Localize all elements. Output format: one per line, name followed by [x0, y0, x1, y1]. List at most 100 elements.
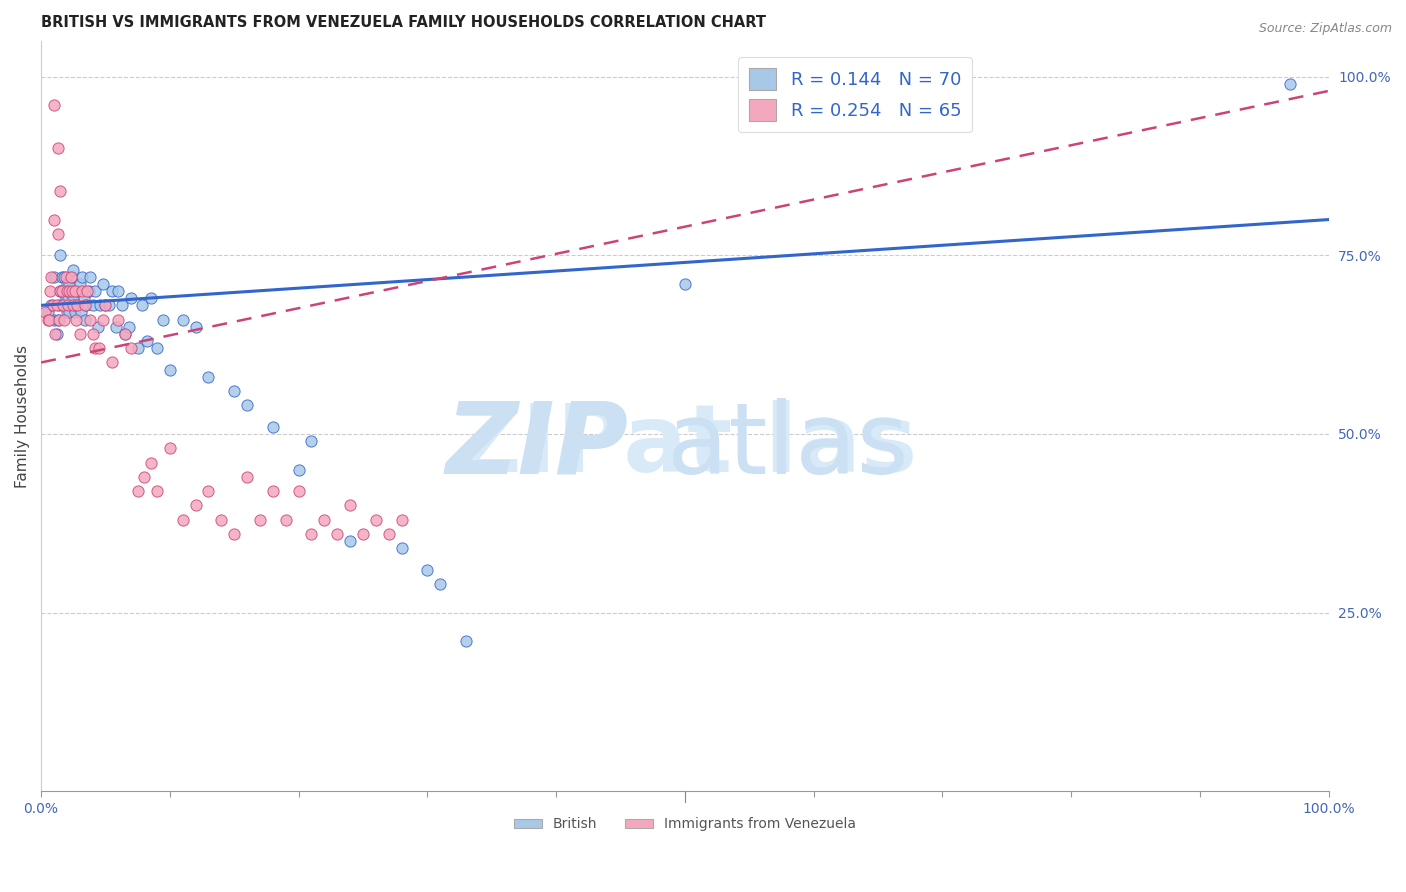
Text: ZIPat las: ZIPat las: [453, 401, 917, 492]
Point: [84, 284, 107, 298]
Point: [339, 499, 361, 513]
Point: [236, 398, 259, 412]
Point: [262, 484, 284, 499]
Point: [56, 305, 79, 319]
Point: [42, 98, 65, 112]
Point: [314, 513, 336, 527]
Text: ZIP: ZIP: [446, 398, 628, 494]
Point: [107, 312, 129, 326]
Text: atlas: atlas: [666, 398, 908, 494]
Point: [42, 312, 65, 326]
Point: [75, 298, 97, 312]
Point: [55, 291, 77, 305]
Point: [66, 298, 89, 312]
Point: [44, 326, 66, 341]
Point: [429, 577, 451, 591]
Point: [52, 298, 75, 312]
Point: [91, 312, 114, 326]
Point: [76, 284, 98, 298]
Point: [224, 384, 246, 398]
Point: [197, 369, 219, 384]
Point: [184, 499, 207, 513]
Point: [72, 291, 94, 305]
Point: [94, 298, 117, 312]
Point: [114, 326, 136, 341]
Point: [127, 341, 149, 355]
Point: [454, 634, 477, 648]
Point: [39, 284, 62, 298]
Point: [51, 284, 73, 298]
Point: [49, 284, 72, 298]
Point: [41, 298, 63, 312]
Point: [73, 312, 96, 326]
Point: [159, 442, 181, 456]
Point: [46, 227, 69, 241]
Point: [91, 277, 114, 291]
Point: [159, 362, 181, 376]
Point: [287, 484, 309, 499]
Point: [84, 341, 107, 355]
Point: [53, 312, 76, 326]
Point: [60, 269, 83, 284]
Point: [69, 326, 91, 341]
Point: [63, 305, 86, 319]
Point: [79, 312, 101, 326]
Point: [70, 305, 93, 319]
Point: [172, 312, 194, 326]
Point: [416, 563, 439, 577]
Point: [87, 341, 110, 355]
Point: [139, 456, 162, 470]
Point: [352, 527, 374, 541]
Point: [377, 527, 399, 541]
Point: [45, 298, 67, 312]
Point: [55, 269, 77, 284]
Point: [262, 419, 284, 434]
Legend: British, Immigrants from Venezuela: British, Immigrants from Venezuela: [509, 812, 862, 837]
Point: [172, 513, 194, 527]
Point: [52, 298, 75, 312]
Point: [326, 527, 349, 541]
Point: [127, 484, 149, 499]
Point: [62, 262, 84, 277]
Point: [104, 319, 127, 334]
Point: [37, 312, 59, 326]
Point: [391, 513, 413, 527]
Point: [60, 284, 83, 298]
Point: [139, 291, 162, 305]
Point: [59, 298, 82, 312]
Point: [114, 326, 136, 341]
Point: [118, 319, 141, 334]
Point: [82, 298, 104, 312]
Point: [249, 513, 271, 527]
Point: [49, 248, 72, 262]
Point: [53, 269, 76, 284]
Point: [62, 291, 84, 305]
Point: [49, 284, 72, 298]
Point: [53, 284, 76, 298]
Point: [287, 463, 309, 477]
Point: [56, 291, 79, 305]
Point: [58, 277, 80, 291]
Point: [48, 298, 70, 312]
Point: [101, 355, 124, 369]
Point: [56, 284, 79, 298]
Point: [72, 284, 94, 298]
Point: [89, 298, 111, 312]
Point: [42, 269, 65, 284]
Y-axis label: Family Households: Family Households: [15, 344, 30, 488]
Point: [62, 298, 84, 312]
Point: [391, 541, 413, 556]
Point: [48, 312, 70, 326]
Point: [673, 277, 696, 291]
Point: [42, 212, 65, 227]
Point: [197, 484, 219, 499]
Point: [56, 298, 79, 312]
Point: [209, 513, 232, 527]
Point: [107, 284, 129, 298]
Point: [46, 141, 69, 155]
Point: [45, 326, 67, 341]
Point: [274, 513, 297, 527]
Point: [72, 269, 94, 284]
Point: [58, 305, 80, 319]
Point: [69, 277, 91, 291]
